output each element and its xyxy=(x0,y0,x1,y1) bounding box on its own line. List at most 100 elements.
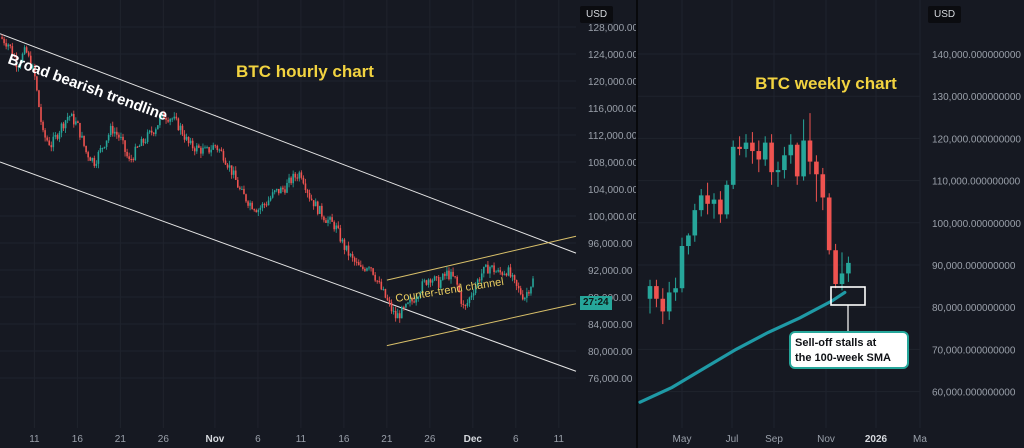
bearish-trendline-upper xyxy=(0,33,577,254)
counter-channel-upper xyxy=(386,235,577,281)
candle-body xyxy=(36,76,38,91)
candle-body xyxy=(17,66,20,68)
candle-body xyxy=(392,310,395,312)
candle-body xyxy=(99,148,102,152)
candle-body xyxy=(497,270,499,272)
candle-body xyxy=(198,145,200,148)
candle-body xyxy=(294,173,297,178)
candle-body xyxy=(284,189,286,193)
candle-body xyxy=(107,135,110,141)
candle-body xyxy=(511,275,514,277)
candle-body xyxy=(167,119,169,122)
candle-body xyxy=(452,271,454,277)
weekly-candle-body xyxy=(782,155,787,171)
candle-body xyxy=(444,273,446,276)
weekly-candle-body xyxy=(756,151,762,160)
candle-body xyxy=(480,273,483,281)
candle-body xyxy=(245,194,247,202)
candle-body xyxy=(56,135,59,139)
x-tick-label: Nov xyxy=(817,434,835,445)
candle-body xyxy=(493,265,495,273)
candle-body xyxy=(290,177,292,184)
candle-body xyxy=(50,145,53,148)
candle-body xyxy=(40,107,42,122)
bearish-trendline-lower xyxy=(0,161,577,372)
candle-body xyxy=(398,313,401,319)
candle-body xyxy=(462,303,465,305)
candle-body xyxy=(161,112,163,118)
candle-body xyxy=(360,265,362,267)
candle-body xyxy=(304,183,307,191)
x-tick-label: 11 xyxy=(29,434,40,445)
candle-body xyxy=(341,239,344,242)
candle-body xyxy=(48,140,51,146)
y-tick-label: 70,000.000000000 xyxy=(932,345,1016,356)
candle-body xyxy=(253,209,256,211)
candle-body xyxy=(532,278,534,287)
candle-body xyxy=(355,261,358,263)
candle-body xyxy=(446,270,448,276)
candle-body xyxy=(23,47,26,54)
candle-body xyxy=(298,172,301,179)
panel-divider[interactable] xyxy=(636,0,638,448)
candle-body xyxy=(138,146,141,148)
y-tick-label: 96,000.00 xyxy=(588,239,633,250)
currency-label-hourly[interactable]: USD xyxy=(580,6,614,23)
candle-body xyxy=(144,141,147,143)
candle-body xyxy=(237,179,239,188)
candle-body xyxy=(44,130,46,138)
candle-body xyxy=(312,200,315,207)
candle-body xyxy=(54,135,57,137)
weekly-candle-body xyxy=(654,286,659,299)
candle-body xyxy=(265,204,268,206)
candle-body xyxy=(474,285,477,294)
candle-body xyxy=(163,112,165,118)
candle-body xyxy=(13,55,16,57)
candle-body xyxy=(507,267,510,276)
candle-body xyxy=(32,65,34,69)
candle-body xyxy=(263,203,266,205)
candle-body xyxy=(185,136,188,140)
candle-body xyxy=(140,138,143,147)
candle-body xyxy=(38,90,40,108)
y-tick-label: 108,000.00 xyxy=(588,158,636,169)
candle-body xyxy=(109,125,112,136)
candle-body xyxy=(413,301,415,303)
candle-body xyxy=(81,135,83,138)
x-tick-label: 6 xyxy=(513,434,519,445)
hourly-chart-panel[interactable]: 128,000.00 124,000.00 120,000.00 116,000.00… xyxy=(0,0,636,448)
candle-body xyxy=(11,46,14,56)
candle-body xyxy=(384,289,387,298)
weekly-chart-panel[interactable]: 140,000.000000000 130,000.000000000 120,00… xyxy=(638,0,1024,448)
weekly-candle-body xyxy=(839,273,845,284)
candle-body xyxy=(273,190,276,193)
weekly-candle-body xyxy=(711,199,717,204)
weekly-candle-body xyxy=(679,246,685,289)
candle-body xyxy=(364,268,366,271)
candle-body xyxy=(351,254,354,258)
candle-body xyxy=(419,292,422,298)
candle-body xyxy=(130,158,133,160)
candle-body xyxy=(476,279,479,286)
weekly-candle-body xyxy=(826,197,832,251)
candle-body xyxy=(79,122,81,138)
x-tick-label: Dec xyxy=(464,434,483,445)
candle-body xyxy=(97,151,100,164)
y-tick-label: 80,000.000000000 xyxy=(932,303,1016,314)
weekly-candle-body xyxy=(647,286,653,299)
candle-body xyxy=(73,113,75,125)
candle-body xyxy=(509,267,512,277)
candle-body xyxy=(196,145,198,152)
candle-body xyxy=(316,201,319,214)
candle-body xyxy=(425,280,428,285)
currency-label-weekly[interactable]: USD xyxy=(928,6,962,23)
candle-body xyxy=(472,293,475,296)
candle-body xyxy=(124,140,126,152)
candle-body xyxy=(157,125,159,130)
x-tick-label: Ma xyxy=(913,434,927,445)
weekly-candle-body xyxy=(730,146,736,185)
candle-body xyxy=(228,165,231,168)
candle-body xyxy=(433,276,436,281)
weekly-candle-body xyxy=(673,288,678,293)
candle-body xyxy=(249,202,251,206)
